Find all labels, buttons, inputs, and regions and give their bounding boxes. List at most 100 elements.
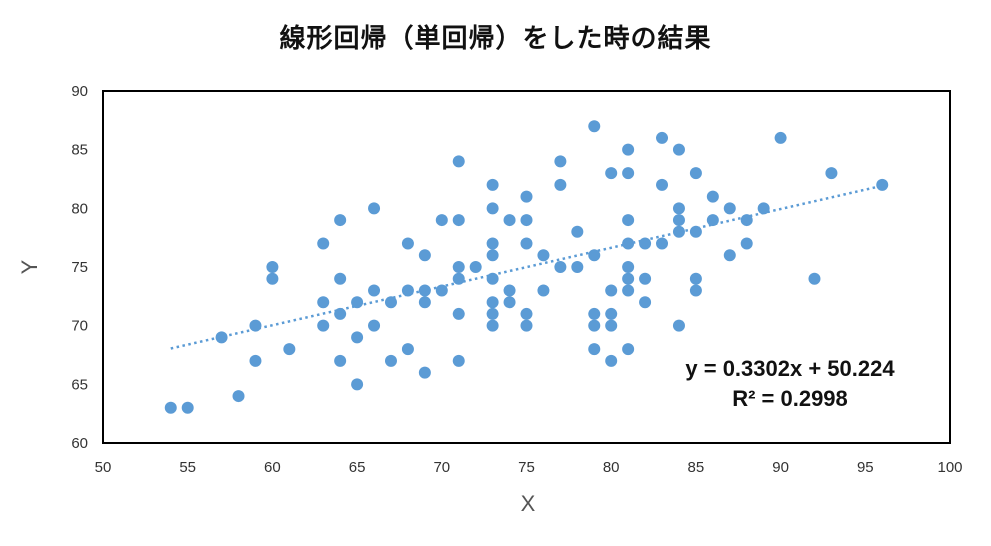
data-point — [334, 272, 347, 285]
data-point — [740, 214, 753, 227]
data-point — [605, 354, 618, 367]
data-point — [520, 214, 533, 227]
data-point — [689, 284, 702, 297]
data-point — [418, 284, 431, 297]
data-point — [622, 261, 635, 273]
data-point — [825, 167, 838, 180]
data-point — [486, 237, 499, 250]
r-squared: R² = 0.2998 — [732, 386, 848, 411]
data-point — [554, 155, 567, 168]
trendline-equation: y = 0.3302x + 50.224 — [685, 356, 895, 381]
y-tick-label: 65 — [71, 376, 88, 393]
data-point — [452, 307, 465, 320]
data-point — [486, 307, 499, 320]
data-point — [605, 167, 618, 180]
data-point — [656, 131, 669, 144]
y-tick-label: 60 — [71, 435, 88, 452]
data-point — [605, 319, 618, 332]
data-point — [334, 214, 347, 227]
data-point — [486, 178, 499, 191]
data-point — [283, 343, 296, 356]
data-point — [571, 261, 584, 273]
data-point — [317, 237, 330, 250]
x-axis-label: X — [521, 491, 536, 516]
data-point — [672, 202, 685, 215]
data-point — [486, 249, 499, 262]
data-point — [249, 354, 262, 367]
data-point — [368, 284, 381, 297]
data-point — [588, 343, 601, 356]
data-point — [334, 307, 347, 320]
x-tick-label: 75 — [518, 459, 535, 476]
y-tick-label: 80 — [71, 200, 88, 217]
data-point — [774, 131, 787, 144]
data-point — [588, 120, 601, 133]
data-point — [537, 249, 550, 262]
data-point — [605, 284, 618, 297]
trendline-equation-box: y = 0.3302x + 50.224 R² = 0.2998 — [640, 354, 940, 414]
data-point — [554, 261, 567, 273]
data-point — [520, 190, 533, 203]
data-point — [672, 214, 685, 227]
data-point — [215, 331, 228, 344]
data-point — [503, 284, 516, 297]
x-tick-label: 85 — [688, 459, 705, 476]
data-point — [622, 143, 635, 156]
plot-area-frame — [102, 90, 951, 444]
data-point — [588, 249, 601, 262]
data-point — [486, 272, 499, 285]
data-point — [452, 354, 465, 367]
data-point — [520, 237, 533, 250]
data-point — [401, 343, 414, 356]
data-point — [486, 296, 499, 309]
data-point — [520, 307, 533, 320]
data-point — [266, 272, 279, 285]
y-tick-label: 90 — [71, 83, 88, 100]
y-tick-label: 85 — [71, 142, 88, 159]
data-point — [401, 284, 414, 297]
data-point — [452, 272, 465, 285]
y-tick-label: 75 — [71, 259, 88, 276]
data-point — [672, 143, 685, 156]
y-axis-ticks: 60 65 70 75 80 85 90 — [71, 83, 88, 452]
data-point — [706, 214, 719, 227]
data-point — [164, 401, 177, 414]
x-tick-label: 90 — [772, 459, 789, 476]
x-tick-label: 65 — [349, 459, 366, 476]
data-point — [639, 272, 652, 285]
y-axis-label: Y — [17, 259, 42, 274]
x-tick-label: 50 — [95, 459, 112, 476]
data-point — [486, 319, 499, 332]
data-point — [554, 178, 567, 191]
data-point — [317, 296, 330, 309]
data-point — [351, 378, 364, 391]
x-tick-label: 80 — [603, 459, 620, 476]
chart-title: 線形回帰（単回帰）をした時の結果 — [279, 24, 712, 54]
data-point — [401, 237, 414, 250]
data-point — [418, 296, 431, 309]
data-point — [232, 390, 245, 403]
data-point — [317, 319, 330, 332]
data-point — [384, 354, 397, 367]
data-point — [469, 261, 482, 273]
data-point — [351, 331, 364, 344]
data-point — [503, 214, 516, 227]
x-axis-ticks: 50 55 60 65 70 75 80 85 90 95 100 — [95, 459, 963, 476]
data-point — [689, 225, 702, 238]
data-point — [808, 272, 821, 285]
data-point — [622, 343, 635, 356]
data-point — [588, 307, 601, 320]
data-point — [605, 307, 618, 320]
data-point — [571, 225, 584, 238]
data-point — [520, 319, 533, 332]
data-point — [706, 190, 719, 203]
data-point — [656, 178, 669, 191]
data-point — [266, 261, 279, 273]
x-tick-label: 60 — [264, 459, 281, 476]
data-point — [656, 237, 669, 250]
data-point — [622, 237, 635, 250]
data-point — [622, 167, 635, 180]
data-point — [588, 319, 601, 332]
x-tick-label: 55 — [179, 459, 196, 476]
